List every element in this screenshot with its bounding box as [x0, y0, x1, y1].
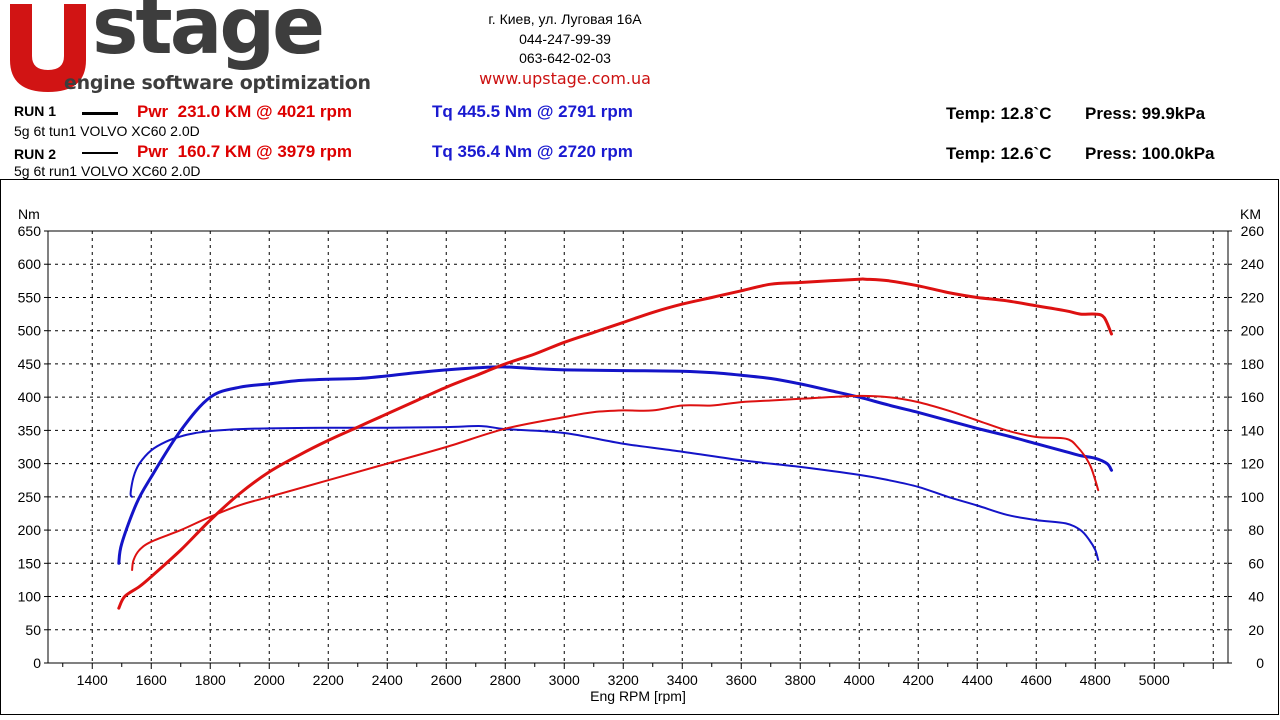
series-line-run-1-power — [117, 277, 1113, 610]
y-right-tick-label: 60 — [1248, 555, 1264, 571]
run1-temperature: Temp: 12.8`C — [946, 104, 1052, 123]
y-left-tick-label: 50 — [25, 622, 41, 638]
run2-description: 5g 6t run1 VOLVO XC60 2.0D — [14, 163, 201, 179]
contact-address: г. Киев, ул. Луговая 16А — [488, 11, 642, 27]
x-tick-label: 4600 — [1021, 672, 1052, 688]
y-left-tick-label: 400 — [18, 389, 42, 405]
y-right-tick-label: 20 — [1248, 622, 1264, 638]
y-right-tick-label: 80 — [1248, 522, 1264, 538]
run1-legend-line — [82, 112, 118, 115]
run2-power-summary: Pwr 160.7 KM @ 3979 rpm — [137, 142, 353, 161]
x-tick-label: 3800 — [785, 672, 816, 688]
plot-area — [47, 230, 1229, 664]
y-right-tick-label: 120 — [1241, 456, 1265, 472]
x-tick-label: 3400 — [667, 672, 698, 688]
series-line-run-2-torque — [129, 425, 1100, 561]
run2-label: RUN 2 — [14, 146, 57, 162]
run1-description: 5g 6t tun1 VOLVO XC60 2.0D — [14, 123, 200, 139]
x-tick-label: 2000 — [254, 672, 285, 688]
y-left-tick-label: 100 — [18, 589, 42, 605]
x-tick-label: 3000 — [549, 672, 580, 688]
x-tick-label: 3600 — [726, 672, 757, 688]
x-tick-label: 4200 — [903, 672, 934, 688]
brand-tagline: engine software optimization — [64, 72, 371, 94]
y-left-tick-label: 200 — [18, 522, 42, 538]
y-right-tick-label: 260 — [1241, 223, 1265, 239]
chart-frame — [0, 179, 1279, 715]
y-right-tick-label: 180 — [1241, 356, 1265, 372]
y-right-tick-label: 240 — [1241, 256, 1265, 272]
x-tick-label: 1800 — [195, 672, 226, 688]
run2-temperature: Temp: 12.6`C — [946, 144, 1052, 163]
y-left-tick-label: 600 — [18, 256, 42, 272]
y-right-tick-label: 200 — [1241, 323, 1265, 339]
run1-power-summary: Pwr 231.0 KM @ 4021 rpm — [137, 102, 353, 121]
run2-torque-summary: Tq 356.4 Nm @ 2720 rpm — [432, 142, 633, 161]
x-tick-label: 2600 — [431, 672, 462, 688]
y-left-tick-label: 500 — [18, 323, 42, 339]
run2-pressure: Press: 100.0kPa — [1085, 144, 1215, 163]
y-left-tick-label: 350 — [18, 422, 42, 438]
y-left-tick-label: 450 — [18, 356, 42, 372]
y-left-tick-label: 250 — [18, 489, 42, 505]
contact-phone-1: 044-247-99-39 — [519, 30, 611, 47]
y-left-tick-label: 550 — [18, 289, 42, 305]
series-line-run-2-power — [131, 394, 1100, 571]
contact-phone-2: 063-642-02-03 — [519, 50, 611, 66]
y-right-tick-label: 140 — [1241, 422, 1265, 438]
run1-torque-summary: Tq 445.5 Nm @ 2791 rpm — [432, 102, 633, 121]
x-tick-label: 4800 — [1080, 672, 1111, 688]
contact-website[interactable]: www.upstage.com.ua — [479, 68, 651, 88]
x-tick-label: 3200 — [608, 672, 639, 688]
y-right-tick-label: 100 — [1241, 489, 1265, 505]
x-axis-label: Eng RPM [rpm] — [590, 688, 686, 704]
run2-legend-line — [82, 152, 118, 154]
x-tick-label: 1600 — [136, 672, 167, 688]
x-tick-label: 2800 — [490, 672, 521, 688]
x-tick-label: 2400 — [372, 672, 403, 688]
y-left-axis-label: Nm — [18, 206, 40, 222]
x-tick-label: 5000 — [1139, 672, 1170, 688]
y-right-tick-label: 160 — [1241, 389, 1265, 405]
y-right-tick-label: 0 — [1256, 655, 1264, 671]
x-tick-label: 1400 — [77, 672, 108, 688]
y-right-axis-label: KM — [1240, 206, 1261, 222]
x-tick-label: 4400 — [962, 672, 993, 688]
x-tick-label: 2200 — [313, 672, 344, 688]
x-tick-label: 4000 — [844, 672, 875, 688]
brand-wordmark: stage — [92, 0, 325, 72]
y-left-tick-label: 0 — [33, 655, 41, 671]
run1-label: RUN 1 — [14, 103, 57, 119]
y-right-tick-label: 40 — [1248, 589, 1264, 605]
y-left-tick-label: 150 — [18, 555, 42, 571]
upstage-logo-mark — [10, 4, 86, 92]
y-left-tick-label: 650 — [18, 223, 42, 239]
contact-block: г. Киев, ул. Луговая 16А 044-247-99-39 0… — [460, 10, 670, 88]
y-left-tick-label: 300 — [18, 456, 42, 472]
run1-pressure: Press: 99.9kPa — [1085, 104, 1206, 123]
series-line-run-1-torque — [117, 365, 1113, 565]
y-right-tick-label: 220 — [1241, 289, 1265, 305]
